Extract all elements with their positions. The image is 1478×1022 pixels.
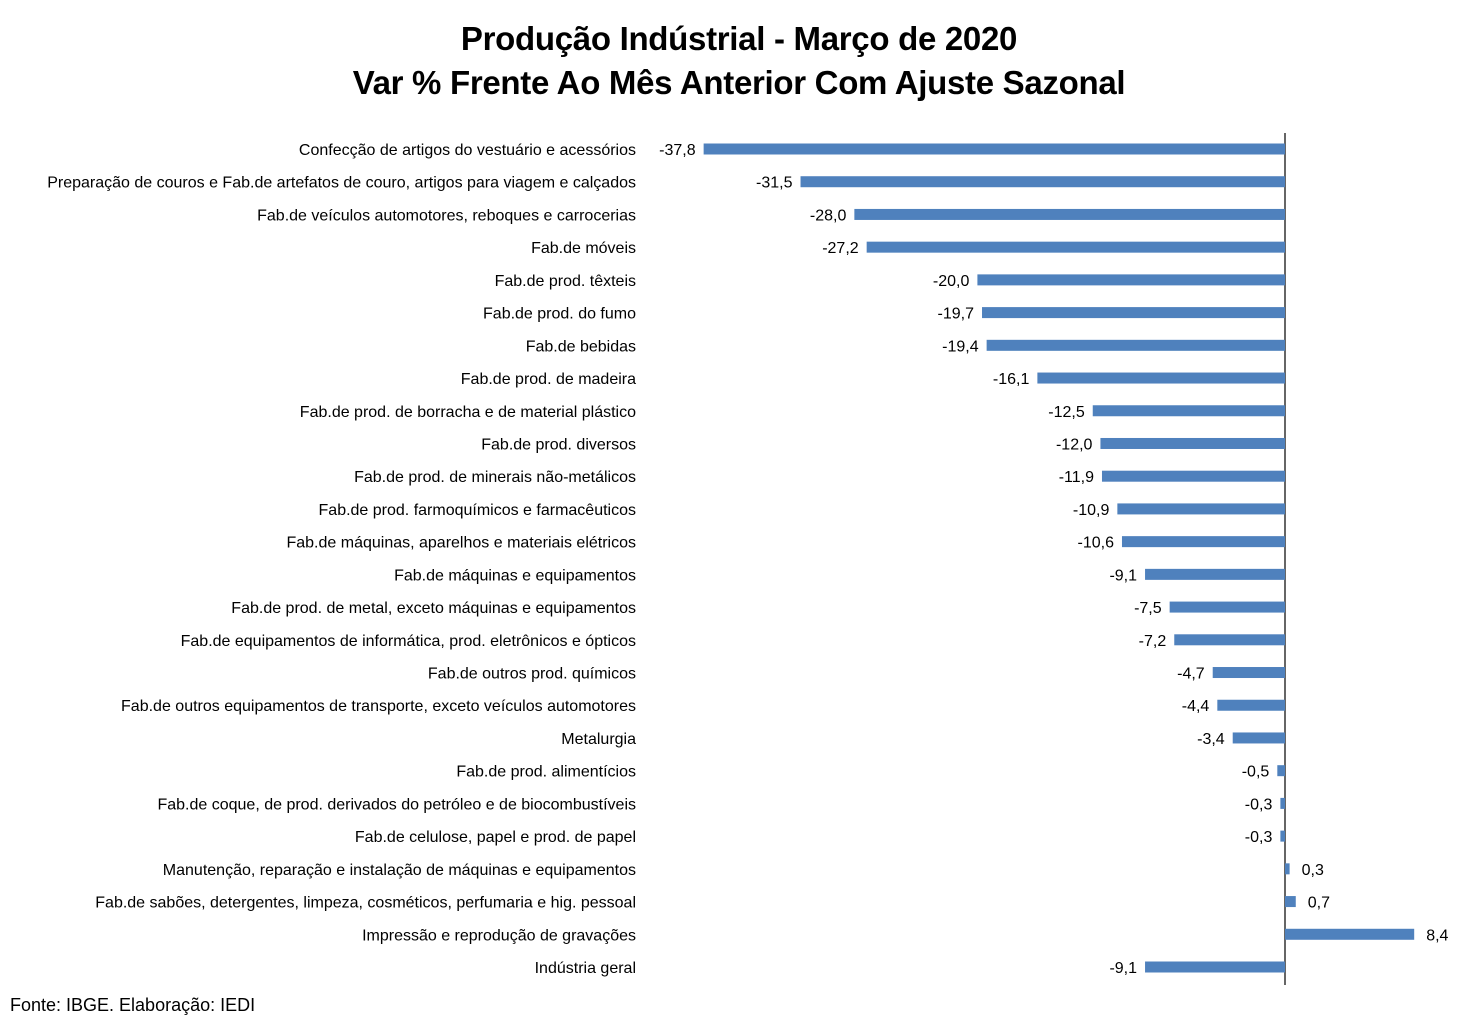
bar bbox=[1117, 503, 1285, 515]
category-label: Fab.de veículos automotores, reboques e … bbox=[257, 207, 636, 224]
bar bbox=[1101, 470, 1285, 482]
category-label: Fab.de equipamentos de informática, prod… bbox=[181, 633, 636, 650]
category-label: Fab.de prod. de metal, exceto máquinas e… bbox=[231, 600, 636, 617]
bar bbox=[986, 339, 1285, 351]
category-label: Fab.de prod. têxteis bbox=[495, 273, 636, 290]
value-label: -11,9 bbox=[1059, 469, 1094, 486]
value-label: -31,5 bbox=[756, 175, 793, 192]
chart-subtitle: Var % Frente Ao Mês Anterior Com Ajuste … bbox=[352, 64, 1126, 101]
value-label: 0,7 bbox=[1308, 895, 1330, 912]
bar bbox=[1232, 732, 1285, 744]
bar bbox=[977, 274, 1285, 286]
category-label: Fab.de prod. de borracha e de material p… bbox=[300, 404, 636, 421]
category-label: Indústria geral bbox=[535, 960, 636, 977]
category-label: Fab.de prod. diversos bbox=[481, 436, 636, 453]
value-label: -37,8 bbox=[659, 142, 696, 159]
category-label: Fab.de móveis bbox=[531, 240, 636, 257]
bar bbox=[1285, 863, 1290, 875]
category-label: Fab.de prod. de minerais não-metálicos bbox=[354, 469, 636, 486]
bar bbox=[854, 208, 1285, 220]
category-label: Fab.de prod. alimentícios bbox=[456, 764, 636, 781]
value-label: -0,3 bbox=[1245, 796, 1273, 813]
bar bbox=[866, 241, 1285, 253]
value-label: -10,9 bbox=[1073, 502, 1110, 519]
category-label: Fab.de outros equipamentos de transporte… bbox=[121, 698, 636, 715]
category-label: Confecção de artigos do vestuário e aces… bbox=[299, 142, 636, 159]
bar bbox=[703, 143, 1285, 155]
bar bbox=[1277, 765, 1285, 777]
value-label: -4,7 bbox=[1177, 666, 1205, 683]
bar bbox=[1037, 372, 1285, 384]
bar bbox=[1145, 568, 1285, 580]
bar bbox=[1174, 634, 1285, 646]
category-label: Fab.de sabões, detergentes, limpeza, cos… bbox=[95, 895, 636, 912]
bar bbox=[1145, 961, 1285, 973]
value-label: -12,5 bbox=[1048, 404, 1085, 421]
value-label: -28,0 bbox=[810, 207, 847, 224]
value-label: -16,1 bbox=[993, 371, 1030, 388]
bar bbox=[1280, 797, 1285, 809]
bar bbox=[1121, 536, 1285, 548]
value-label: -0,5 bbox=[1242, 764, 1270, 781]
bar bbox=[1092, 405, 1285, 417]
source-note: Fonte: IBGE. Elaboração: IEDI bbox=[10, 995, 256, 1015]
bar-chart: Confecção de artigos do vestuário e aces… bbox=[47, 133, 1449, 985]
category-label: Fab.de celulose, papel e prod. de papel bbox=[355, 829, 636, 846]
value-label: 0,3 bbox=[1302, 862, 1324, 879]
value-label: -10,6 bbox=[1078, 535, 1115, 552]
bar bbox=[1169, 601, 1285, 613]
value-label: -7,2 bbox=[1139, 633, 1167, 650]
value-label: -0,3 bbox=[1245, 829, 1273, 846]
value-label: -4,4 bbox=[1182, 698, 1210, 715]
category-label: Impressão e reprodução de gravações bbox=[362, 927, 636, 944]
value-label: 8,4 bbox=[1426, 927, 1448, 944]
category-label: Fab.de prod. de madeira bbox=[461, 371, 636, 388]
bar bbox=[1100, 437, 1285, 449]
bar bbox=[800, 176, 1285, 188]
category-label: Fab.de bebidas bbox=[526, 338, 636, 355]
value-label: -12,0 bbox=[1056, 436, 1093, 453]
category-label: Fab.de prod. farmoquímicos e farmacêutic… bbox=[319, 502, 636, 519]
bar bbox=[1212, 667, 1285, 679]
value-label: -9,1 bbox=[1109, 960, 1137, 977]
category-label: Metalurgia bbox=[561, 731, 636, 748]
bar bbox=[1285, 896, 1296, 908]
bar bbox=[982, 307, 1285, 319]
category-label: Manutenção, reparação e instalação de má… bbox=[163, 862, 636, 879]
value-label: -27,2 bbox=[822, 240, 859, 257]
value-label: -7,5 bbox=[1134, 600, 1162, 617]
category-label: Fab.de máquinas e equipamentos bbox=[394, 567, 636, 584]
bar bbox=[1217, 699, 1285, 711]
category-label: Fab.de coque, de prod. derivados do petr… bbox=[157, 796, 636, 813]
value-label: -20,0 bbox=[933, 273, 970, 290]
chart-title: Produção Indústrial - Março de 2020 bbox=[460, 20, 1018, 57]
value-label: -9,1 bbox=[1109, 567, 1137, 584]
category-label: Preparação de couros e Fab.de artefatos … bbox=[47, 175, 636, 192]
category-label: Fab.de outros prod. químicos bbox=[428, 666, 636, 683]
bar bbox=[1285, 928, 1415, 940]
value-label: -19,4 bbox=[942, 338, 979, 355]
category-label: Fab.de prod. do fumo bbox=[483, 306, 636, 323]
value-label: -19,7 bbox=[938, 306, 975, 323]
bar bbox=[1280, 830, 1285, 842]
value-label: -3,4 bbox=[1197, 731, 1225, 748]
category-label: Fab.de máquinas, aparelhos e materiais e… bbox=[286, 535, 636, 552]
